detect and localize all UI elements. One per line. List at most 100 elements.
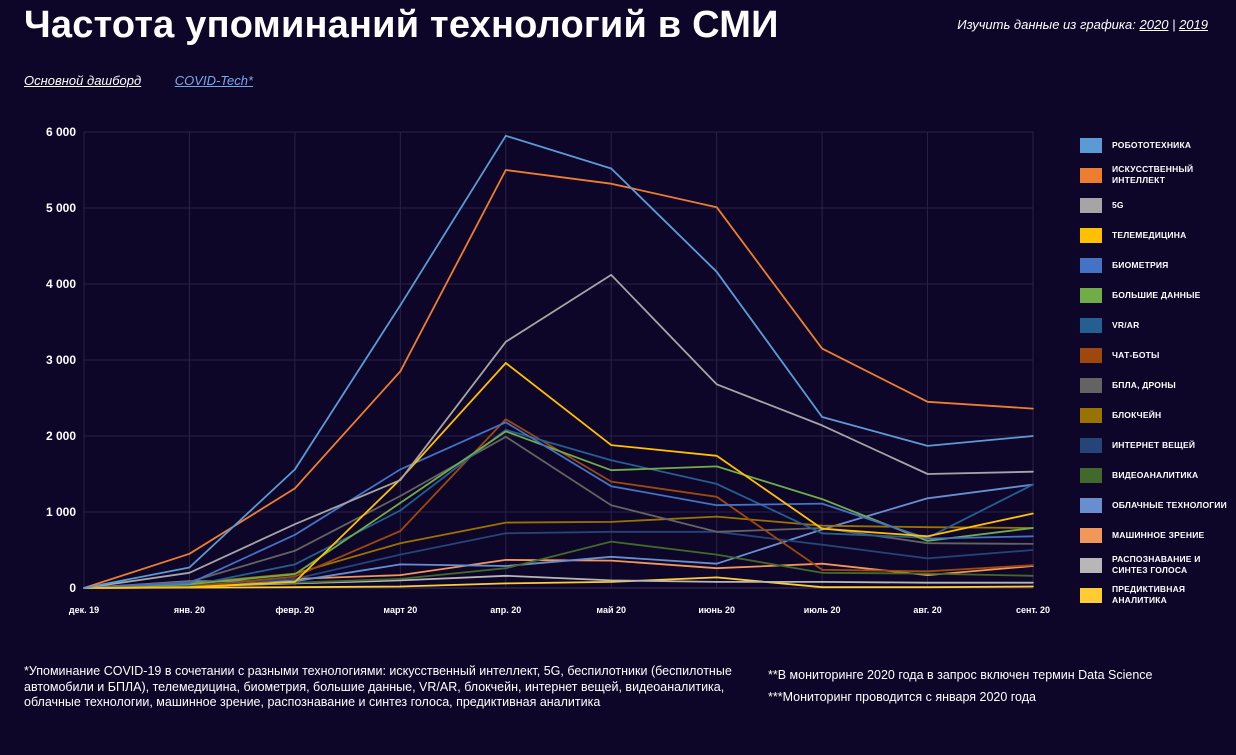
legend-item[interactable]: Распознавание и синтез голоса [1080, 550, 1230, 580]
legend-item[interactable]: Чат-боты [1080, 340, 1230, 370]
legend-swatch [1080, 197, 1102, 213]
legend-item[interactable]: 5G [1080, 190, 1230, 220]
data-point [399, 479, 402, 481]
data-point [926, 570, 929, 573]
data-point [926, 542, 929, 544]
y-tick-label: 5 000 [46, 201, 76, 215]
legend-item[interactable]: Биометрия [1080, 250, 1230, 280]
legend-label: Интернет вещей [1112, 439, 1196, 450]
data-point [504, 135, 507, 137]
data-point [399, 553, 402, 556]
notes: **В мониторинге 2020 года в запрос включ… [768, 664, 1218, 708]
data-point [821, 424, 823, 427]
legend-item[interactable]: Блокчейн [1080, 400, 1230, 430]
legend-item[interactable]: БПЛА, дроны [1080, 370, 1230, 400]
explore-link-2020[interactable]: 2020 [1139, 17, 1169, 32]
data-point [188, 582, 191, 585]
legend-swatch [1080, 227, 1102, 243]
data-point [504, 567, 507, 570]
legend-label: Чат-боты [1112, 349, 1160, 360]
data-point [715, 581, 718, 583]
series-line-5 [83, 430, 1034, 589]
note-data-science: **В мониторинге 2020 года в запрос включ… [768, 668, 1153, 682]
data-point [926, 581, 929, 584]
legend-swatch [1080, 287, 1102, 303]
explore-link-2019[interactable]: 2019 [1179, 17, 1208, 32]
series-line-6 [83, 428, 1034, 589]
legend-item[interactable]: Предиктивная аналитика [1080, 580, 1230, 610]
data-point [399, 502, 402, 504]
data-point [715, 496, 718, 498]
data-point [821, 562, 823, 565]
main-dashboard-link[interactable]: Основной дашборд [24, 73, 142, 88]
covid-tech-link[interactable]: COVID-Tech* [174, 73, 254, 88]
data-point [926, 557, 929, 560]
legend-item[interactable]: Облачные технологии [1080, 490, 1230, 520]
data-point [1032, 575, 1034, 577]
data-point [821, 347, 823, 350]
data-point [188, 572, 191, 574]
data-point [399, 574, 402, 576]
x-tick-label: февр. 20 [275, 605, 314, 615]
legend-swatch [1080, 587, 1102, 603]
y-tick-label: 3 000 [46, 353, 76, 367]
data-point [504, 169, 507, 171]
data-point [926, 401, 929, 403]
data-point [294, 534, 296, 536]
legend-item[interactable]: Интернет вещей [1080, 430, 1230, 460]
data-point [926, 445, 929, 447]
data-point [399, 468, 402, 471]
data-point [926, 540, 929, 542]
data-point [399, 530, 402, 532]
legend-swatch [1080, 527, 1102, 543]
y-tick-label: 0 [69, 581, 76, 595]
data-point [294, 586, 296, 589]
data-point [188, 586, 191, 589]
x-tick-label: июнь 20 [698, 605, 735, 615]
data-point [715, 576, 718, 579]
data-point [715, 465, 718, 468]
data-point [399, 495, 402, 497]
data-point [610, 521, 613, 523]
data-point [399, 542, 402, 544]
legend-item[interactable]: Робототехника [1080, 130, 1230, 160]
legend-item[interactable]: VR/AR [1080, 310, 1230, 340]
legend-item[interactable]: Большие данные [1080, 280, 1230, 310]
data-point [715, 383, 718, 386]
y-tick-label: 1 000 [46, 505, 76, 519]
series-line-2 [83, 273, 1034, 589]
data-point [399, 579, 402, 582]
legend-item[interactable]: Машинное зрение [1080, 520, 1230, 550]
y-tick-label: 2 000 [46, 429, 76, 443]
footnote: *Упоминание COVID-19 в сочетании с разны… [24, 664, 732, 709]
legend-label: VR/AR [1112, 319, 1140, 330]
data-point [504, 418, 507, 421]
data-point [821, 527, 823, 530]
data-point [821, 498, 823, 500]
explore-data-links: Изучить данные из графика: 2020 | 2019 [957, 17, 1208, 32]
data-point [926, 572, 929, 575]
series-line-3 [83, 362, 1034, 589]
x-tick-label: дек. 19 [69, 605, 99, 615]
data-point [715, 483, 718, 485]
legend-item[interactable]: Искусственный интеллект [1080, 160, 1230, 190]
legend-item[interactable]: Видеоаналитика [1080, 460, 1230, 490]
data-point [715, 454, 718, 457]
series-line-0 [83, 134, 1034, 589]
data-point [399, 304, 402, 307]
nav-links: Основной дашборд COVID-Tech* [24, 73, 283, 88]
y-tick-label: 4 000 [46, 277, 76, 291]
data-point [821, 524, 823, 527]
legend-label: Распознавание и синтез голоса [1112, 554, 1201, 575]
data-point [610, 485, 613, 487]
data-point [610, 469, 613, 472]
data-point [294, 573, 296, 576]
data-point [1032, 585, 1034, 588]
data-point [83, 587, 85, 589]
x-tick-label: май 20 [596, 605, 626, 615]
legend-item[interactable]: Телемедицина [1080, 220, 1230, 250]
legend-swatch [1080, 407, 1102, 423]
legend-label: Искусственный интеллект [1112, 164, 1194, 185]
x-tick-label: июль 20 [804, 605, 841, 615]
legend-swatch [1080, 437, 1102, 453]
